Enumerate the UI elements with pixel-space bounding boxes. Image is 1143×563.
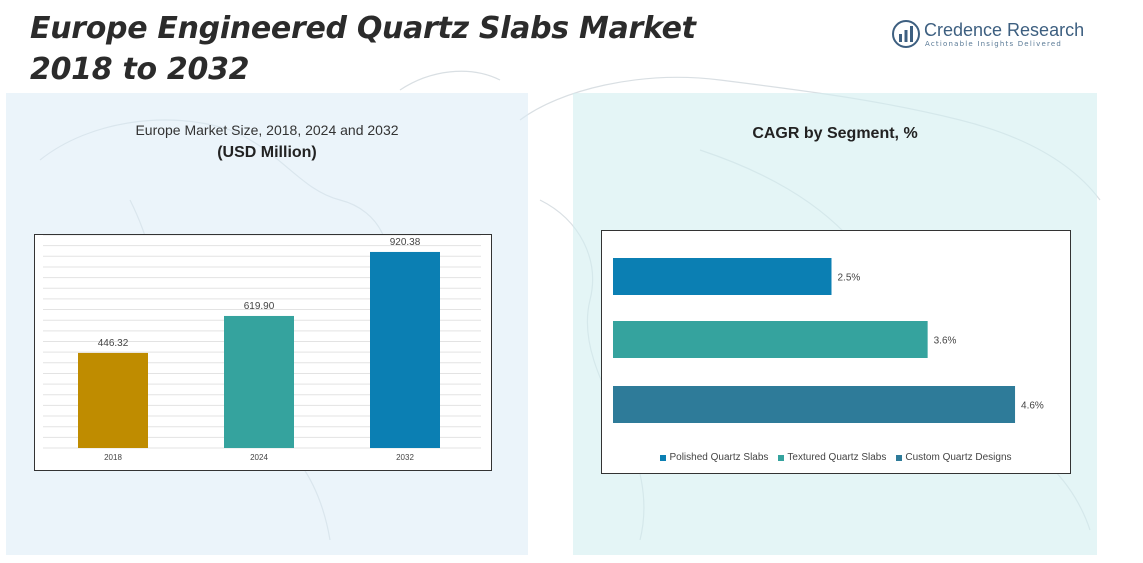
market-size-bar-chart: 446.32 2018 619.90 2024 920.38 2032 [43,234,481,462]
bar-2018 [78,352,148,448]
cagr-chart-legend: Polished Quartz Slabs Textured Quartz Sla… [602,452,1070,463]
legend-item: Textured Quartz Slabs [778,452,886,463]
cagr-value-label: 4.6% [1021,401,1044,412]
title-line-2: 2018 to 2032 [30,52,250,87]
bar-value-label: 446.32 [98,338,129,349]
legend-label: Custom Quartz Designs [905,452,1012,463]
market-size-chart-subtitle: (USD Million) [217,144,317,161]
legend-swatch [896,454,903,461]
cagr-value-label: 2.5% [838,273,861,284]
brand-logo-block[interactable]: Credence Research Actionable Insights De… [892,18,1085,52]
legend-swatch [778,454,785,461]
legend-swatch [660,454,667,461]
brand-tagline: Actionable Insights Delivered [925,40,1063,48]
cagr-chart-frame: 2.5% 3.6% 4.6% Polished Quartz Slabs Textur… [601,230,1071,474]
bar-2032 [370,251,440,448]
x-tick-label: 2024 [250,453,268,462]
bar-2024 [224,315,294,448]
cagr-horizontal-bar-chart: 2.5% 3.6% 4.6% [613,258,1044,423]
cagr-bar-1 [613,258,832,295]
bar-chart-circle-icon [892,20,920,48]
x-tick-label: 2018 [104,453,122,462]
legend-label: Textured Quartz Slabs [787,452,887,463]
cagr-value-label: 3.6% [934,336,957,347]
page-title: Europe Engineered Quartz Slabs Market 20… [30,8,696,90]
brand-name: Credence Research [924,20,1085,40]
cagr-bar-3 [613,386,1016,423]
legend-item: Polished Quartz Slabs [660,452,768,463]
market-size-chart-title: Europe Market Size, 2018, 2024 and 2032 [135,122,399,138]
cagr-bar-2 [613,321,928,358]
legend-label: Polished Quartz Slabs [669,452,769,463]
cagr-chart-title: CAGR by Segment, % [752,125,918,142]
x-tick-label: 2032 [396,453,414,462]
title-line-1: Europe Engineered Quartz Slabs Market [30,11,696,46]
market-size-chart-frame: 446.32 2018 619.90 2024 920.38 2032 [34,234,492,471]
bar-value-label: 920.38 [390,237,421,248]
bar-value-label: 619.90 [244,301,275,312]
legend-item: Custom Quartz Designs [896,452,1012,463]
